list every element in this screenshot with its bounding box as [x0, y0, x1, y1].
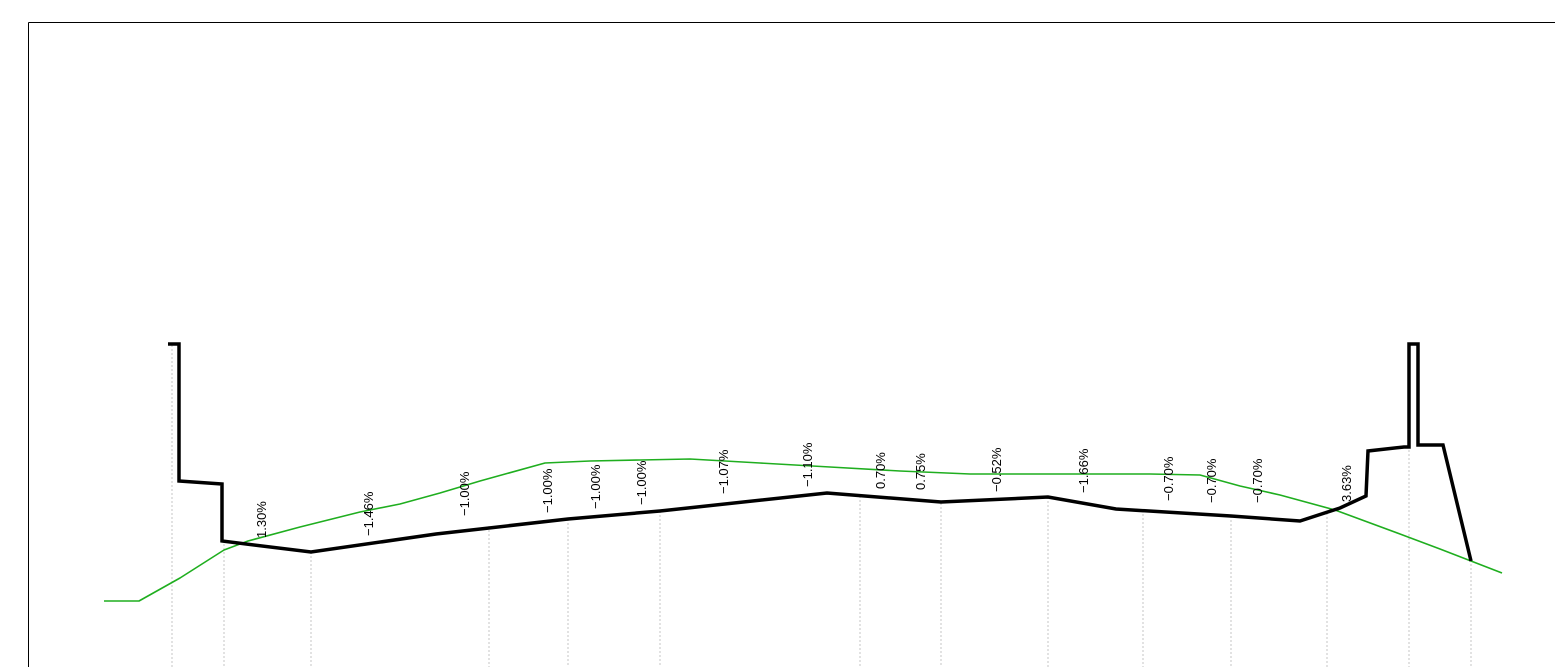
existing-ground-line — [104, 458, 1503, 602]
slope-label: −1.00% — [588, 464, 603, 509]
slope-label: −0.70% — [1161, 456, 1176, 501]
slope-label: −0.70% — [1204, 458, 1219, 503]
slope-labels: 1.30% −1.46% −1.00% −1.00% −1.00% −1.00%… — [254, 442, 1354, 538]
slope-label: −1.66% — [1076, 448, 1091, 493]
station-guides — [171, 345, 1472, 667]
slope-label: −0.52% — [989, 447, 1004, 492]
slope-label: −0.70% — [1250, 458, 1265, 503]
slope-label: −1.10% — [800, 442, 815, 487]
slope-label: −1.00% — [457, 471, 472, 516]
drawing-frame — [28, 22, 1555, 667]
slope-label: 1.30% — [254, 501, 269, 538]
slope-label: 0.75% — [913, 453, 928, 490]
slope-label: −1.46% — [361, 491, 376, 536]
slope-label: −1.00% — [634, 460, 649, 505]
slope-label: −1.00% — [540, 468, 555, 513]
design-section-line — [168, 342, 1473, 562]
slope-label: 0.70% — [873, 452, 888, 489]
slope-label: −1.07% — [716, 449, 731, 494]
slope-label: 3.63% — [1339, 465, 1354, 502]
